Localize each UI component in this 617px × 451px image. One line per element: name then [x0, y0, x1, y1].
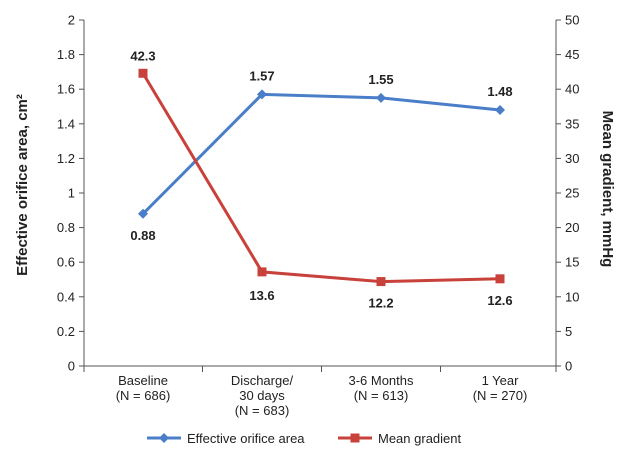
- left-tick-label: 0: [68, 359, 75, 374]
- legend-marker: [159, 433, 169, 443]
- series-line: [141, 72, 501, 284]
- left-tick-label: 0.8: [57, 220, 75, 235]
- legend-label-effective-orifice-area: Effective orifice area: [187, 431, 305, 446]
- data-point: [138, 68, 148, 78]
- right-tick-label: 0: [565, 359, 572, 374]
- legend-item-mean-gradient: Mean gradient: [338, 431, 461, 446]
- data-label: 1.55: [368, 72, 393, 87]
- data-point: [257, 89, 267, 100]
- left-tick-label: 0.4: [57, 289, 75, 304]
- category-label: Discharge/30 days (N = 683): [231, 373, 294, 418]
- category-label-line: (N = 270): [473, 388, 528, 403]
- data-label: 12.6: [487, 293, 512, 308]
- data-point: [257, 267, 267, 277]
- legend: Effective orifice area Mean gradient: [147, 431, 461, 446]
- data-label: 1.57: [249, 68, 274, 83]
- left-tick-label: 0.6: [57, 255, 75, 270]
- category-label-line: Discharge/: [231, 373, 294, 388]
- left-tick-label: 0.2: [57, 324, 75, 339]
- right-tick-label: 25: [565, 186, 579, 201]
- left-tick-label: 1.8: [57, 47, 75, 62]
- left-tick-label: 1: [68, 186, 75, 201]
- category-label-line: 30 days: [239, 388, 285, 403]
- category-label-line: 3-6 Months: [348, 373, 414, 388]
- category-label: 3-6 Months (N = 613): [348, 373, 414, 403]
- category-label-line: (N = 683): [235, 403, 290, 418]
- data-point: [495, 274, 505, 284]
- right-tick-label: 45: [565, 47, 579, 62]
- category-label-line: (N = 613): [354, 388, 409, 403]
- data-point: [376, 277, 386, 287]
- left-axis-title: Effective orifice area, cm²: [14, 94, 31, 276]
- left-axis-ticks: 0 0.2 0.4 0.6 0.8 1 1.2 1.4 1.6 1.8 2: [57, 13, 84, 374]
- category-label-line: Baseline: [118, 373, 168, 388]
- right-tick-label: 40: [565, 82, 579, 97]
- data-label: 42.3: [130, 48, 155, 63]
- data-label: 1.48: [487, 84, 512, 99]
- series-mean-gradient: 42.3 13.6 12.2 12.6: [130, 48, 512, 310]
- category-label-line: 1 Year: [482, 373, 520, 388]
- category-labels: Baseline (N = 686)Discharge/30 days (N = 6…: [116, 373, 528, 418]
- category-label: 1 Year (N = 270): [473, 373, 528, 403]
- data-point: [376, 92, 386, 103]
- right-tick-label: 20: [565, 220, 579, 235]
- right-tick-label: 5: [565, 324, 572, 339]
- category-label-line: (N = 686): [116, 388, 171, 403]
- legend-item-effective-orifice-area: Effective orifice area: [147, 431, 305, 446]
- data-point: [495, 104, 505, 115]
- legend-label-mean-gradient: Mean gradient: [378, 431, 461, 446]
- series-group: 0.88 1.57 1.55 1.48 42.3 13.6 12.2 12.6: [130, 48, 512, 310]
- right-tick-label: 15: [565, 255, 579, 270]
- right-tick-label: 50: [565, 13, 579, 28]
- series-effective-orifice-area: 0.88 1.57 1.55 1.48: [130, 68, 512, 242]
- left-tick-label: 1.2: [57, 151, 75, 166]
- axes: [83, 20, 557, 372]
- category-label: Baseline (N = 686): [116, 373, 171, 403]
- left-tick-label: 2: [68, 13, 75, 28]
- right-tick-label: 35: [565, 116, 579, 131]
- right-tick-label: 10: [565, 289, 579, 304]
- data-point: [138, 208, 148, 219]
- right-tick-label: 30: [565, 151, 579, 166]
- data-label: 13.6: [249, 288, 274, 303]
- data-label: 12.2: [368, 296, 393, 311]
- left-tick-label: 1.6: [57, 82, 75, 97]
- left-tick-label: 1.4: [57, 116, 75, 131]
- legend-marker: [350, 433, 360, 443]
- data-label: 0.88: [130, 228, 155, 243]
- series-line: [141, 92, 501, 215]
- right-axis-title: Mean gradient, mmHg: [599, 111, 616, 268]
- right-axis-ticks: 0 5 10 15 20 25 30 35 40 45 50: [556, 13, 579, 374]
